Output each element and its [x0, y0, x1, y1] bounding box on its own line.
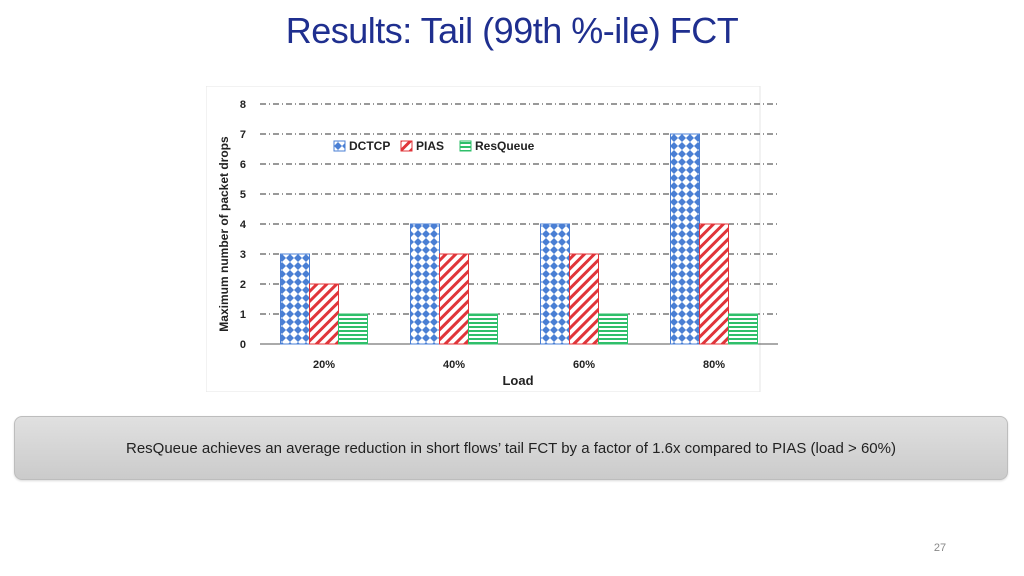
bar-dctcp-2	[540, 223, 570, 345]
bar-pias-2	[569, 253, 599, 345]
y-axis-label: Maximum number of packet drops	[217, 136, 231, 332]
y-tick-label: 5	[240, 189, 246, 201]
y-tick-label: 8	[240, 99, 246, 111]
bar-pias-1	[439, 253, 469, 345]
legend-label-resqueue: ResQueue	[475, 139, 535, 153]
y-tick-label: 4	[240, 219, 247, 231]
legend-label-pias: PIAS	[416, 139, 444, 153]
bar-dctcp-3	[670, 133, 700, 345]
callout-text: ResQueue achieves an average reduction i…	[126, 439, 896, 457]
slide-title: Results: Tail (99th %-ile) FCT	[285, 10, 739, 51]
page-number: 27	[933, 542, 947, 554]
bar-dctcp-0	[280, 253, 310, 345]
bar-chart-svg: 0 1 2 3 4 5 6 7 8 20% 40% 60% 80% Maximum number of…	[206, 86, 778, 392]
y-tick-label: 7	[240, 129, 246, 141]
bar-pias-0	[309, 283, 339, 345]
legend-swatch-pias	[400, 140, 413, 152]
bar-dctcp-1	[410, 223, 440, 345]
y-tick-label: 2	[240, 279, 246, 291]
bar-resqueue-3	[728, 313, 758, 345]
x-tick-label: 80%	[703, 359, 725, 371]
legend-swatch-dctcp	[333, 140, 346, 152]
x-tick-label: 20%	[313, 359, 335, 371]
bar-resqueue-1	[468, 313, 498, 345]
y-tick-label: 6	[240, 159, 246, 171]
y-tick-label: 1	[240, 309, 246, 321]
bar-resqueue-0	[338, 313, 368, 345]
y-tick-label: 3	[240, 249, 246, 261]
bar-resqueue-2	[598, 313, 628, 345]
legend: DCTCP PIAS ResQueue	[333, 139, 535, 153]
legend-label-dctcp: DCTCP	[349, 139, 390, 153]
legend-swatch-resqueue	[459, 140, 472, 152]
x-axis-label: Load	[502, 373, 533, 388]
x-tick-label: 60%	[573, 359, 595, 371]
chart: 0 1 2 3 4 5 6 7 8 20% 40% 60% 80% Maximum number of…	[206, 86, 780, 392]
bar-pias-3	[699, 223, 729, 345]
x-tick-label: 40%	[443, 359, 465, 371]
y-tick-label: 0	[240, 339, 246, 351]
callout-box: ResQueue achieves an average reduction i…	[14, 416, 1008, 480]
